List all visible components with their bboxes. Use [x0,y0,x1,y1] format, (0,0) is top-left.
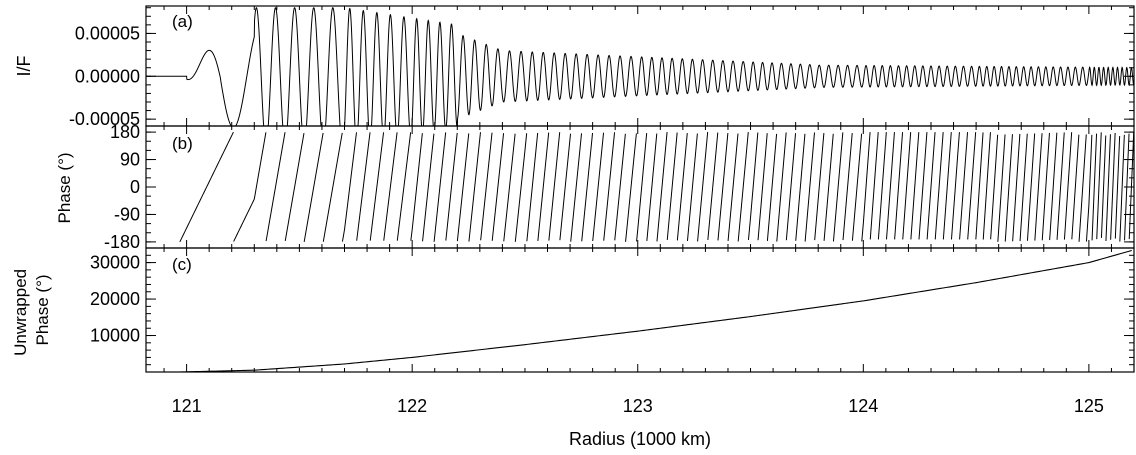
panel-b-y-ticks: 180 90 0 -90 -180 [104,122,1134,252]
panel-b: 180 90 0 -90 -180 (b) Phase (°) [55,122,1135,252]
panel-c-label: (c) [172,255,192,274]
panel-c-ylabel-line-2: Phase (°) [33,274,52,345]
x-axis-ticks: 121 122 123 124 125 [163,6,1135,416]
x-axis-label: Radius (1000 km) [569,429,711,449]
y-tick-label: 0.00005 [75,23,140,43]
y-tick-label: -180 [104,232,140,252]
panel-c: 30000 20000 10000 (c) Unwrapped Phase (°) [11,247,1135,373]
panel-a-y-ticks: 0.00005 0.00000 -0.00005 [69,7,1134,129]
panel-b-series-line [179,131,1135,243]
y-tick-label: 0 [130,177,140,197]
x-tick-label: 123 [623,396,653,416]
panel-b-label: (b) [172,134,193,153]
panel-b-ylabel: Phase (°) [55,152,74,223]
panel-c-series-line [179,249,1132,373]
y-tick-label: 90 [120,150,140,170]
panel-a-label: (a) [172,12,193,31]
x-tick-label: 122 [397,396,427,416]
x-tick-label: 124 [848,396,878,416]
y-tick-label: 30000 [90,253,140,273]
panel-a: 0.00005 0.00000 -0.00005 (a) I/F [14,5,1135,129]
panel-c-y-ticks: 30000 20000 10000 [90,247,1134,366]
panel-c-frame [145,247,1135,373]
x-tick-label: 121 [172,396,202,416]
y-tick-label: -0.00005 [69,109,140,129]
y-tick-label: 20000 [90,289,140,309]
panel-a-series-line [146,6,1135,127]
x-tick-label: 125 [1074,396,1104,416]
y-tick-label: -90 [114,204,140,224]
panel-c-ylabel-line-1: Unwrapped [11,269,30,356]
panel-a-ylabel: I/F [14,55,34,76]
y-tick-label: 10000 [90,326,140,346]
panel-c-ylabel: Unwrapped Phase (°) [11,264,52,356]
y-tick-label: 180 [110,122,140,142]
y-tick-label: 0.00000 [75,66,140,86]
